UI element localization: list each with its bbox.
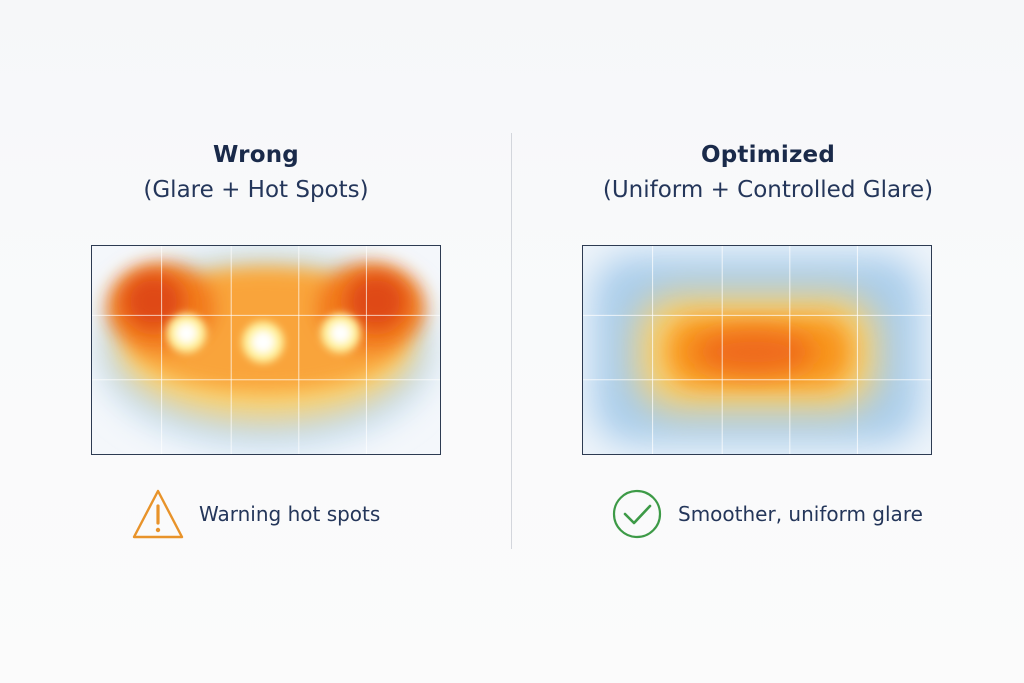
status-success: Smoother, uniform glare (610, 488, 923, 540)
warning-triangle-icon (132, 489, 184, 539)
status-warning: Warning hot spots (131, 488, 380, 540)
right-panel-subtitle: (Uniform + Controlled Glare) (602, 177, 934, 203)
check-circle-icon (612, 489, 662, 539)
right-panel-title: Optimized (701, 142, 835, 168)
left-panel: Wrong (Glare + Hot Spots) (91, 142, 441, 540)
status-success-label: Smoother, uniform glare (678, 502, 923, 526)
glare-heatmap-wrong (91, 245, 441, 455)
heatmap-optimized-grid (583, 246, 931, 454)
glare-heatmap-optimized (582, 245, 932, 455)
heatmap-optimized-core (694, 330, 814, 374)
status-warning-label: Warning hot spots (199, 502, 381, 526)
heatmap-optimized-svg (583, 246, 931, 454)
heatmap-wrong-grid (92, 246, 440, 454)
left-panel-subtitle: (Glare + Hot Spots) (143, 177, 369, 203)
left-panel-title: Wrong (213, 142, 299, 168)
heatmap-wrong-svg (92, 246, 440, 454)
heatmap-wrong-hot-spots (166, 313, 361, 363)
right-panel: Optimized (Uniform + Controlled Glare) (512, 0, 1024, 683)
center-divider (511, 133, 512, 549)
